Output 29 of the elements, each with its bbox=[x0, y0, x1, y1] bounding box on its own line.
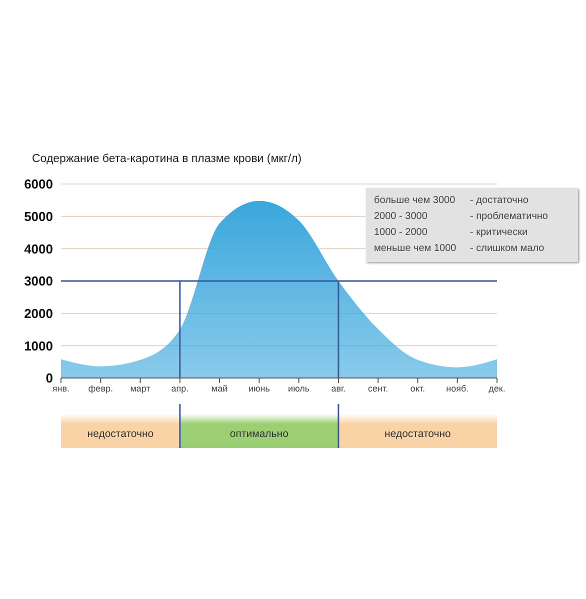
annotation: - проблематично bbox=[470, 210, 548, 224]
y-tick-label: 0 bbox=[46, 370, 53, 386]
chart-title: Содержание бета-каротина в плазме крови (мкг/л) bbox=[32, 153, 302, 165]
x-tick-label: окт. bbox=[410, 383, 426, 394]
annotation: больше чем 3000 bbox=[374, 194, 456, 208]
period-strip: недостаточно оптимально недостаточно bbox=[61, 404, 497, 448]
annotation: - достаточно bbox=[470, 194, 528, 208]
x-tick-label: авг. bbox=[331, 383, 346, 394]
y-tick-label: 2000 bbox=[24, 306, 53, 321]
x-tick-label: сент. bbox=[368, 383, 388, 394]
x-tick-label: янв. bbox=[52, 383, 70, 394]
annotation: - критически bbox=[470, 226, 528, 240]
y-tick-label: 1000 bbox=[24, 338, 53, 354]
x-tick-label: июнь bbox=[248, 383, 270, 394]
y-tick-label: 5000 bbox=[24, 208, 53, 224]
x-tick-label: дек. bbox=[488, 383, 506, 394]
y-tick-label: 3000 bbox=[24, 274, 53, 289]
annotation: 2000 - 3000 bbox=[374, 210, 428, 224]
x-tick-label: май bbox=[211, 383, 228, 394]
x-tick-label: февр. bbox=[88, 383, 113, 394]
annotation: 1000 - 2000 bbox=[374, 226, 428, 240]
annotation: - слишком мало bbox=[470, 242, 544, 256]
y-tick-label: 6000 bbox=[24, 176, 53, 192]
x-tick-label: июль bbox=[288, 383, 310, 394]
x-tick-label: апр. bbox=[171, 383, 189, 394]
x-tick-label: нояб. bbox=[446, 383, 469, 394]
y-tick-label: 4000 bbox=[24, 241, 53, 256]
x-tick-label: март bbox=[130, 383, 150, 394]
annotation: меньше чем 1000 bbox=[374, 242, 458, 256]
